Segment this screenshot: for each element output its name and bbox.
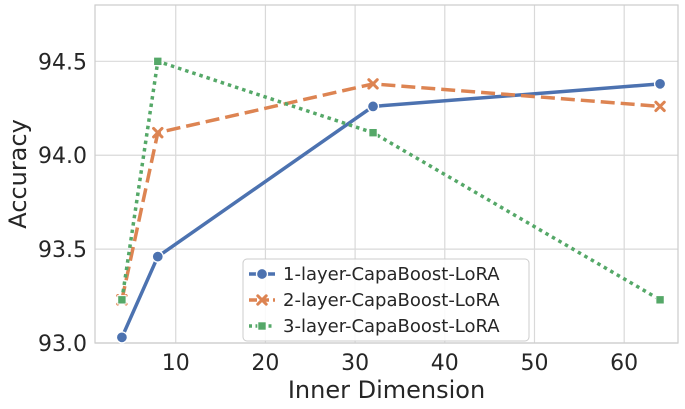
data-point	[151, 250, 164, 263]
legend-label: 3-layer-CapaBoost-LoRA	[283, 316, 500, 337]
data-point	[117, 295, 127, 305]
x-tick-label: 60	[610, 351, 638, 376]
legend-box	[242, 258, 530, 342]
legend-label: 2-layer-CapaBoost-LoRA	[283, 290, 500, 311]
series-layer	[115, 56, 667, 344]
series-group	[115, 77, 667, 344]
y-tick-label: 93.0	[38, 332, 87, 357]
legend-marker	[255, 267, 269, 281]
legend-label: 1-layer-CapaBoost-LoRA	[283, 264, 500, 285]
x-axis-label: Inner Dimension	[288, 376, 485, 404]
data-point	[153, 56, 163, 67]
x-tick-label: 50	[520, 351, 548, 376]
y-tick-label: 94.5	[38, 50, 87, 75]
x-tick-label: 40	[431, 351, 459, 376]
x-tick-label: 20	[251, 351, 279, 376]
series-line	[120, 82, 661, 301]
x-tick-labels: 10 20 30 40 50 60	[162, 351, 638, 376]
series-group	[117, 56, 665, 305]
data-point	[654, 100, 666, 113]
plot-frame	[94, 4, 679, 344]
data-point	[115, 331, 129, 344]
x-tick-label: 30	[341, 351, 369, 376]
y-tick-label: 93.5	[38, 238, 87, 263]
data-point	[367, 78, 379, 90]
data-point	[368, 127, 378, 138]
x-tick-label: 10	[162, 351, 190, 376]
legend: 1-layer-CapaBoost-LoRA 2-layer-CapaBoost-…	[242, 258, 530, 342]
y-axis-label: Accuracy	[4, 119, 32, 229]
legend-marker	[256, 294, 268, 306]
data-point	[366, 100, 380, 113]
series-line	[120, 59, 661, 302]
y-tick-labels: 93.0 93.5 94.0 94.5	[38, 50, 87, 357]
data-point	[653, 77, 667, 91]
legend-marker	[257, 321, 267, 331]
y-tick-label: 94.0	[38, 144, 87, 169]
data-point	[152, 126, 164, 139]
data-point	[655, 295, 665, 305]
series-line	[120, 82, 661, 339]
